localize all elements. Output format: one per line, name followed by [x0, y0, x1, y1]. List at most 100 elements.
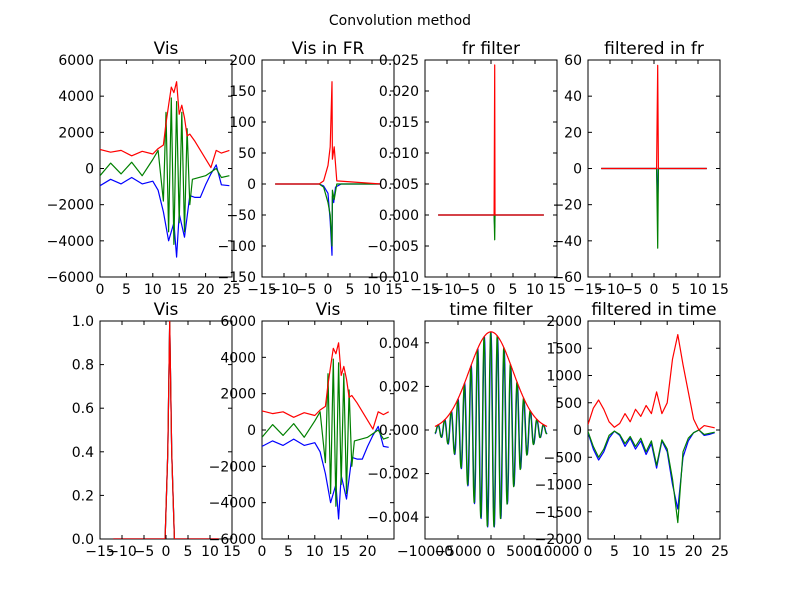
y-tick-label: 500	[555, 396, 582, 412]
y-tick-label: 0.002	[379, 379, 419, 395]
plot-lines	[601, 64, 707, 249]
chart-panel-2: −15−10−5 0 5 10 15−150−100−50050100150200Vis…	[218, 39, 403, 298]
y-tick-label: −500	[544, 450, 582, 466]
y-tick-label: 0.020	[379, 84, 419, 100]
y-tick-label: 2000	[220, 387, 256, 403]
x-tick-label: 10	[689, 282, 707, 298]
x-tick-label: 0	[258, 544, 267, 560]
y-tick-label: −150	[218, 270, 256, 286]
panel-title: time filter	[449, 300, 532, 320]
y-tick-label: 0	[85, 162, 94, 178]
y-tick-label: −50	[226, 208, 256, 224]
x-tick-label: 10	[306, 544, 324, 560]
y-tick-label: 1.0	[72, 314, 94, 330]
x-tick-label: −10	[595, 282, 625, 298]
x-tick-label: 20	[359, 544, 377, 560]
x-tick-label: −15	[573, 282, 603, 298]
plot-lines	[588, 334, 715, 524]
y-tick-label: −0.005	[367, 239, 419, 255]
series-line-red	[588, 334, 715, 431]
chart-panel-8: 0 5 10 15 20 25 −2000 −1500 −1000 −500 0 500 1000 150…	[535, 300, 729, 560]
x-tick-label: 10	[363, 282, 381, 298]
chart-panel-1: 0 5 10 15 20 25 −6000 −4000 −2000 0 2000 4000 6000 Vi…	[47, 39, 241, 298]
y-tick-label: 60	[564, 53, 582, 69]
chart-panel-5: −15−10−5 0 5 10 15 0.0 0.2 0.4 0.6 0.8 1.0 Vis	[72, 300, 241, 560]
series-line-green	[100, 97, 230, 245]
x-tick-label: −5	[459, 282, 480, 298]
chart-panel-7: −10000−5000 0 500010000−0.004−0.0020.0000.…	[367, 300, 579, 560]
chart-panel-3: −15−10−5 0 5 10 15−0.010−0.0050.0000.0050.01…	[367, 39, 566, 298]
y-tick-label: −2000	[535, 532, 582, 548]
y-tick-label: 0	[573, 423, 582, 439]
y-tick-label: 40	[564, 89, 582, 105]
y-tick-label: 0	[247, 423, 256, 439]
y-tick-label: −0.002	[367, 467, 419, 483]
y-tick-label: 50	[238, 146, 256, 162]
envelope-line	[434, 331, 548, 427]
y-tick-label: 0.2	[72, 488, 94, 504]
x-tick-label: −10	[432, 282, 462, 298]
plot-area	[99, 59, 233, 278]
panel-title: fr filter	[462, 39, 520, 59]
x-tick-label: −15	[85, 544, 115, 560]
x-tick-label: 10	[526, 282, 544, 298]
x-tick-label: −15	[247, 282, 277, 298]
x-tick-label: −10000	[397, 544, 453, 560]
plot-lines	[438, 64, 544, 241]
series-line-red	[100, 81, 230, 169]
y-tick-label: −2000	[209, 459, 256, 475]
x-tick-label: 15	[385, 282, 403, 298]
panel-title: filtered in fr	[604, 39, 704, 59]
y-tick-label: 0	[247, 177, 256, 193]
panel-title: Vis	[154, 300, 179, 320]
panel-title: Vis	[154, 39, 179, 59]
series-line-blue	[100, 164, 230, 258]
y-tick-label: 0.8	[72, 358, 94, 374]
x-tick-label: 5	[346, 282, 355, 298]
x-tick-label: 10	[632, 544, 650, 560]
y-tick-label: −2000	[47, 198, 94, 214]
x-tick-label: 5	[122, 282, 131, 298]
panels: 0 5 10 15 20 25−6000−4000−20000200040006000Vi…	[47, 39, 729, 560]
y-tick-label: −40	[552, 234, 582, 250]
y-tick-label: −6000	[209, 532, 256, 548]
x-tick-label: 0	[487, 282, 496, 298]
x-tick-label: 15	[548, 282, 566, 298]
x-tick-label: 15	[170, 282, 188, 298]
plot-area	[261, 59, 395, 278]
series-line-blue	[275, 183, 381, 256]
y-tick-label: 1000	[546, 369, 582, 385]
x-tick-label: 0	[487, 544, 496, 560]
series-line-green	[588, 429, 715, 524]
x-tick-label: 0	[96, 282, 105, 298]
figure-title: Convolution method	[329, 13, 471, 29]
y-tick-label: 0	[573, 162, 582, 178]
x-tick-label: 15	[332, 544, 350, 560]
panel-title: Vis	[316, 300, 341, 320]
y-tick-label: 6000	[58, 53, 94, 69]
y-tick-label: 150	[229, 84, 256, 100]
y-tick-label: −0.004	[367, 510, 419, 526]
y-tick-label: 0.010	[379, 146, 419, 162]
plot-lines	[275, 81, 381, 256]
plot-area	[587, 320, 721, 540]
y-tick-label: 4000	[220, 350, 256, 366]
y-tick-label: −1000	[535, 478, 582, 494]
plot-lines	[100, 81, 230, 258]
y-tick-label: 0.000	[379, 423, 419, 439]
y-tick-label: 0.015	[379, 115, 419, 131]
y-tick-label: −4000	[209, 496, 256, 512]
x-tick-label: 5	[284, 544, 293, 560]
x-tick-label: −15	[410, 282, 440, 298]
series-line-blue	[262, 425, 389, 520]
y-tick-label: 200	[229, 53, 256, 69]
plot-lines	[262, 342, 389, 520]
y-tick-label: 0.025	[379, 53, 419, 69]
y-tick-label: 0.004	[379, 336, 419, 352]
series-line-green	[275, 183, 381, 247]
y-tick-label: 6000	[220, 314, 256, 330]
x-tick-label: 15	[223, 544, 241, 560]
x-tick-label: 15	[711, 282, 729, 298]
